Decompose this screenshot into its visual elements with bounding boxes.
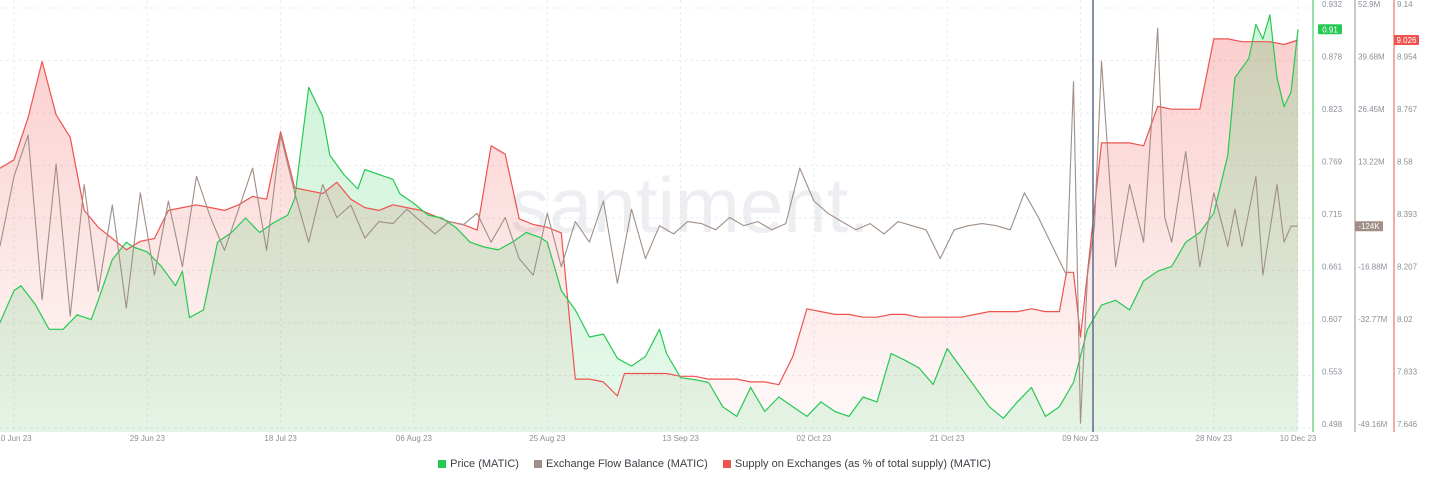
y-tick-label-supply: 9.14 [1397,0,1413,9]
y-tick-label-flow: -49.16M [1358,420,1388,429]
series-lines [0,14,1299,424]
legend-item-flow[interactable]: Exchange Flow Balance (MATIC) [534,458,708,470]
badge-value-supply: 9.026 [1396,36,1417,45]
badge-bg-flow [1355,221,1383,232]
x-axis-ticks: 10 Jun 23 29 Jun 23 18 Jul 23 06 Aug 23 25 A… [0,434,1317,443]
series-line-flow [0,27,1299,424]
y-tick-label-flow: 39.68M [1358,53,1385,62]
legend-swatch-price [438,460,447,468]
y-tick-label-price: 0.607 [1322,315,1343,324]
x-tick-label: 28 Nov 23 [1196,434,1233,443]
y-tick-label-supply: 7.646 [1397,420,1418,429]
legend-swatch-supply [722,460,731,468]
series-areas [0,14,1298,433]
x-tick-label: 10 Dec 23 [1280,434,1317,443]
badge-bg-supply [1394,35,1419,46]
x-tick-label: 13 Sep 23 [662,434,699,443]
legend: Price (MATIC) Exchange Flow Balance (MAT… [0,458,1429,471]
y-tick-label-flow: 13.22M [1358,158,1385,167]
y-tick-label-supply: 8.58 [1397,158,1413,167]
badge-bg-price [1318,24,1342,35]
x-tick-label: 18 Jul 23 [264,434,297,443]
y-tick-label-price: 0.769 [1322,158,1343,167]
legend-label-flow: Exchange Flow Balance (MATIC) [546,458,708,470]
x-tick-label: 25 Aug 23 [529,434,566,443]
watermark-text: santiment. [510,161,870,249]
x-tick-label: 02 Oct 23 [797,434,832,443]
y-tick-label-flow: -16.88M [1358,263,1388,272]
y-tick-label-price: 0.715 [1322,210,1343,219]
legend-item-supply[interactable]: Supply on Exchanges (as % of total suppl… [722,458,991,470]
series-line-price [0,14,1299,419]
badge-value-flow: -124K [1358,222,1380,231]
x-tick-label: 06 Aug 23 [396,434,433,443]
series-area-price [0,14,1298,433]
badge-value-price: 0.91 [1322,25,1338,34]
y-tick-label-flow: -32.77M [1358,315,1388,324]
y-tick-label-price: 0.823 [1322,105,1343,114]
x-tick-label: 09 Nov 23 [1062,434,1099,443]
legend-swatch-flow [534,460,543,468]
y-tick-label-supply: 7.833 [1397,368,1418,377]
y-tick-label-price: 0.498 [1322,420,1343,429]
series-line-supply [0,38,1299,397]
y-tick-label-price: 0.553 [1322,368,1343,377]
y-tick-label-supply: 8.02 [1397,315,1413,324]
legend-item-price[interactable]: Price (MATIC) [438,458,519,470]
y-tick-label-flow: 26.45M [1358,105,1385,114]
x-tick-label: 29 Jun 23 [130,434,166,443]
y-tick-label-flow: 52.9M [1358,0,1381,9]
x-tick-label: 21 Oct 23 [930,434,965,443]
y-tick-label-supply: 8.393 [1397,210,1418,219]
y-axis-ticks: 0.932 0.878 0.823 0.769 0.715 0.661 0.607 0.553… [1322,0,1418,429]
y-tick-label-supply: 8.767 [1397,105,1418,114]
legend-label-supply: Supply on Exchanges (as % of total suppl… [734,458,991,470]
y-tick-label-price: 0.878 [1322,53,1343,62]
legend-label-price: Price (MATIC) [450,458,519,470]
y-tick-label-price: 0.661 [1322,263,1343,272]
y-tick-label-price: 0.932 [1322,0,1343,9]
y-tick-label-supply: 8.954 [1397,53,1418,62]
y-tick-label-supply: 8.207 [1397,263,1418,272]
x-tick-label: 10 Jun 23 [0,434,32,443]
value-badges: 0.91 -124K 9.026 [1318,24,1419,232]
